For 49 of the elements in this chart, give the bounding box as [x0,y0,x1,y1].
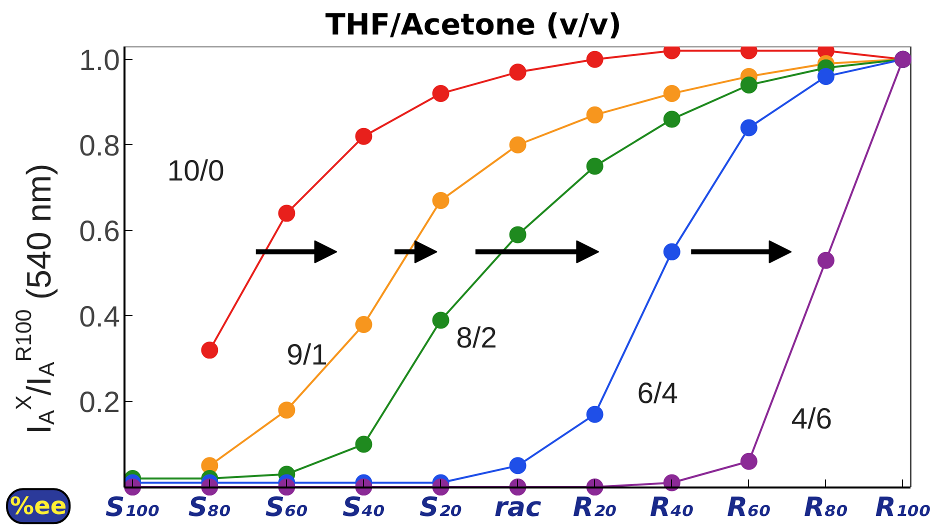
point [586,158,604,175]
x-tick-label: S₈₀ [188,492,232,524]
y-tick-label: 1.0 [79,44,120,77]
point [355,436,372,453]
y-tick-label: 0.6 [79,214,120,248]
point [817,252,834,269]
point [201,342,218,359]
point [355,128,372,145]
point [663,85,680,102]
point [432,85,450,102]
series-label: 6/4 [637,377,678,410]
y-tick-label: 0.2 [79,386,120,420]
point [586,106,604,124]
x-tick-label: S₆₀ [265,492,308,524]
point [509,136,526,154]
x-tick-label: R₈₀ [804,492,848,524]
point [432,192,450,209]
x-tick-label: R₂₀ [572,492,618,524]
point [509,226,526,244]
point [586,406,604,423]
point [663,110,680,128]
point [740,452,758,470]
series-label: 8/2 [456,321,497,354]
x-tick-label: S₂₀ [419,492,462,524]
point [817,68,834,85]
point [509,64,526,81]
y-tick-label: 0.4 [79,300,120,334]
chart-title: THF/Acetone (v/v) [325,8,622,42]
point [509,457,526,474]
point [432,312,450,329]
y-tick-label: 0.8 [79,129,120,162]
x-tick-label: rac [494,492,542,524]
text: 10/0 [167,154,224,188]
x-tick-label: S₄₀ [342,492,386,524]
point [355,316,372,334]
series-label: 4/6 [791,402,832,436]
point [740,76,758,94]
point [278,402,296,419]
x-tick-label: R₄₀ [650,492,694,524]
point [586,50,604,68]
x-tick-label: R₁₀₀ [875,492,932,524]
point [740,119,758,136]
series-label: 9/1 [286,338,328,372]
x-tick-label: R₆₀ [726,492,772,524]
text: %ee [10,492,67,520]
y-axis-title: IAX/IAR100 (540 nm) [10,164,59,434]
point [663,243,680,260]
x-tick-label: S₁₀₀ [106,492,160,524]
point [278,204,296,222]
